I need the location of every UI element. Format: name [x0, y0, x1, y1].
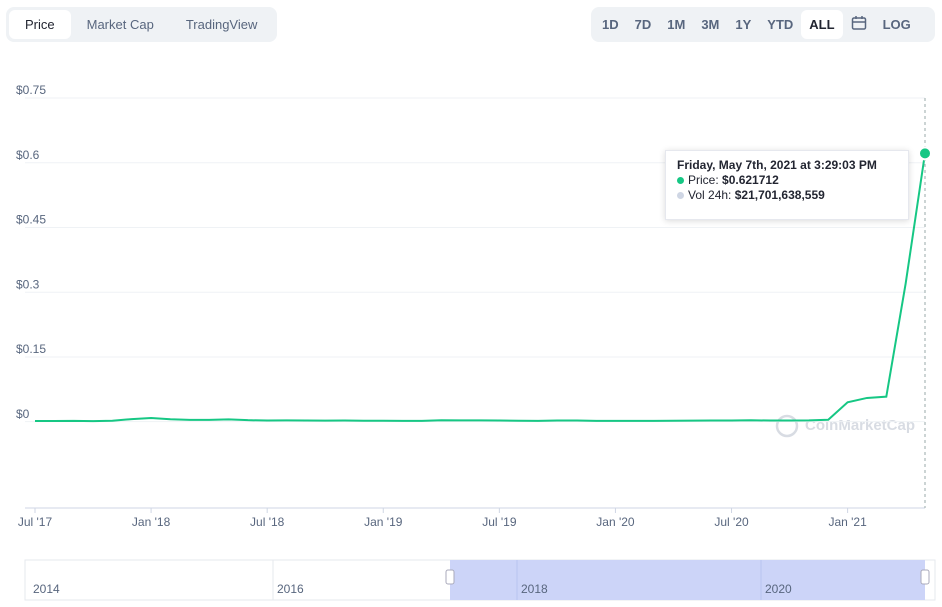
range-button[interactable]: 3M	[701, 17, 720, 32]
x-tick-label: Jan '20	[596, 515, 635, 529]
calendar-icon	[851, 16, 866, 30]
tooltip-dot	[677, 177, 684, 184]
tooltip-label: Price:	[688, 173, 719, 187]
y-tick-label: $0.75	[16, 83, 46, 97]
range-button[interactable]: YTD	[767, 17, 794, 32]
tab[interactable]: Market Cap	[86, 17, 154, 32]
navigator-selection[interactable]	[450, 560, 925, 600]
navigator-handle[interactable]	[445, 569, 455, 585]
tab[interactable]: TradingView	[185, 17, 258, 32]
range-bar: 1D 7D 1M 3M 1Y YTD ALL LOG	[591, 7, 935, 42]
x-tick-label: Jan '18	[132, 515, 171, 529]
navigator-label: 2014	[33, 582, 60, 596]
calendar-button[interactable]	[843, 11, 875, 38]
range-button[interactable]: 1M	[667, 17, 686, 32]
x-tick-label: Jul '18	[250, 515, 285, 529]
tooltip: Friday, May 7th, 2021 at 3:29:03 PM Pric…	[665, 150, 909, 220]
navigator-label: 2020	[765, 582, 792, 596]
tooltip-label: Vol 24h:	[688, 188, 732, 202]
tooltip-date: Friday, May 7th, 2021 at 3:29:03 PM	[677, 158, 877, 172]
y-tick-label: $0.6	[16, 148, 40, 162]
price-line	[35, 153, 926, 423]
tooltip-dot	[677, 192, 684, 199]
navigator-handle[interactable]	[920, 569, 930, 585]
hover-point	[918, 146, 932, 161]
x-tick-label: Jul '19	[482, 515, 517, 529]
range-button[interactable]: 7D	[634, 17, 652, 32]
y-tick-label: $0.15	[16, 342, 46, 356]
tooltip-value: $0.621712	[722, 173, 779, 187]
tab[interactable]: Price	[9, 10, 71, 39]
log-button[interactable]: LOG	[882, 17, 911, 32]
tooltip-value: $21,701,638,559	[734, 188, 825, 202]
range-button[interactable]: 1D	[602, 17, 619, 32]
range-button[interactable]: 1Y	[735, 17, 752, 32]
x-tick-label: Jan '21	[828, 515, 867, 529]
x-tick-label: Jul '17	[18, 515, 53, 529]
navigator-label: 2016	[277, 582, 304, 596]
y-tick-label: $0	[16, 407, 30, 421]
range-button[interactable]: ALL	[801, 10, 843, 39]
tooltip-row: Price: $0.621712	[677, 173, 897, 188]
y-tick-label: $0.45	[16, 213, 46, 227]
navigator-label: 2018	[521, 582, 548, 596]
watermark-logo	[775, 414, 799, 438]
x-tick-label: Jul '20	[714, 515, 749, 529]
y-tick-label: $0.3	[16, 277, 40, 291]
x-tick-label: Jan '19	[364, 515, 403, 529]
tab-bar: Price Market Cap TradingView	[6, 7, 277, 42]
tooltip-row: Vol 24h: $21,701,638,559	[677, 188, 897, 203]
